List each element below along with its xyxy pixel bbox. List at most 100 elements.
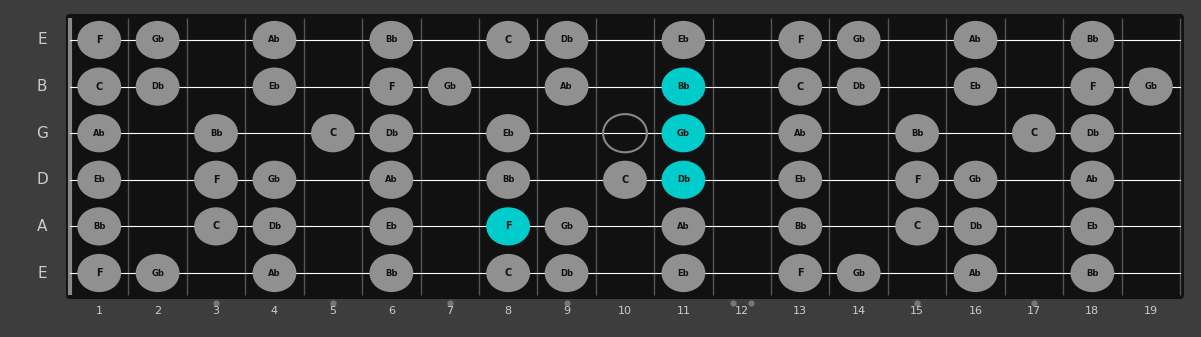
Ellipse shape xyxy=(662,207,705,246)
Text: Gb: Gb xyxy=(969,175,982,184)
Text: A: A xyxy=(37,219,47,234)
Text: C: C xyxy=(96,82,103,92)
Text: Eb: Eb xyxy=(94,175,104,184)
Text: Db: Db xyxy=(151,82,165,91)
Ellipse shape xyxy=(1070,114,1115,152)
Text: 10: 10 xyxy=(619,306,632,316)
Text: Gb: Gb xyxy=(853,269,865,277)
Text: Ab: Ab xyxy=(386,175,398,184)
Text: E: E xyxy=(37,32,47,48)
Text: Bb: Bb xyxy=(910,129,924,138)
Ellipse shape xyxy=(662,114,705,152)
Text: Gb: Gb xyxy=(268,175,281,184)
Text: Ab: Ab xyxy=(969,269,981,277)
Text: Gb: Gb xyxy=(853,35,865,44)
Ellipse shape xyxy=(428,67,472,106)
Ellipse shape xyxy=(136,254,179,292)
Text: 7: 7 xyxy=(447,306,453,316)
Ellipse shape xyxy=(778,161,823,199)
Text: F: F xyxy=(96,35,102,45)
Text: Bb: Bb xyxy=(386,269,398,277)
Ellipse shape xyxy=(136,21,179,59)
Text: 12: 12 xyxy=(735,306,749,316)
Text: Bb: Bb xyxy=(1086,35,1099,44)
Text: 9: 9 xyxy=(563,306,570,316)
Text: Gb: Gb xyxy=(677,129,689,138)
Ellipse shape xyxy=(778,207,823,246)
Ellipse shape xyxy=(895,161,939,199)
Text: Ab: Ab xyxy=(969,35,981,44)
Ellipse shape xyxy=(77,207,121,246)
Ellipse shape xyxy=(252,67,297,106)
Ellipse shape xyxy=(662,254,705,292)
Ellipse shape xyxy=(662,67,705,106)
Ellipse shape xyxy=(77,67,121,106)
Ellipse shape xyxy=(895,114,939,152)
Text: 13: 13 xyxy=(794,306,807,316)
Ellipse shape xyxy=(252,254,297,292)
Text: 19: 19 xyxy=(1143,306,1158,316)
Text: D: D xyxy=(36,172,48,187)
Text: Gb: Gb xyxy=(443,82,456,91)
Ellipse shape xyxy=(778,21,823,59)
Text: Db: Db xyxy=(677,175,689,184)
Text: Db: Db xyxy=(853,82,865,91)
Ellipse shape xyxy=(778,67,823,106)
Ellipse shape xyxy=(778,254,823,292)
Text: Eb: Eb xyxy=(386,222,398,231)
Text: Eb: Eb xyxy=(502,129,514,138)
Ellipse shape xyxy=(370,114,413,152)
Ellipse shape xyxy=(837,254,880,292)
Ellipse shape xyxy=(486,254,530,292)
Ellipse shape xyxy=(662,21,705,59)
Text: 8: 8 xyxy=(504,306,512,316)
Text: Bb: Bb xyxy=(92,222,106,231)
Text: Ab: Ab xyxy=(268,35,281,44)
Text: Bb: Bb xyxy=(794,222,806,231)
Text: Db: Db xyxy=(1086,129,1099,138)
Text: Bb: Bb xyxy=(677,82,689,91)
Text: Ab: Ab xyxy=(268,269,281,277)
Ellipse shape xyxy=(311,114,354,152)
Text: Bb: Bb xyxy=(386,35,398,44)
Text: 11: 11 xyxy=(676,306,691,316)
Ellipse shape xyxy=(370,254,413,292)
Text: Ab: Ab xyxy=(1086,175,1099,184)
Ellipse shape xyxy=(77,21,121,59)
Ellipse shape xyxy=(954,254,998,292)
Text: Ab: Ab xyxy=(794,129,807,138)
Text: 4: 4 xyxy=(271,306,279,316)
Text: Eb: Eb xyxy=(1087,222,1098,231)
Ellipse shape xyxy=(252,207,297,246)
Text: Eb: Eb xyxy=(269,82,280,91)
Text: Eb: Eb xyxy=(677,35,689,44)
Text: G: G xyxy=(36,126,48,141)
Ellipse shape xyxy=(77,254,121,292)
Ellipse shape xyxy=(1070,254,1115,292)
Text: Bb: Bb xyxy=(502,175,514,184)
Text: Db: Db xyxy=(560,35,573,44)
Ellipse shape xyxy=(1070,67,1115,106)
Text: C: C xyxy=(504,35,512,45)
Text: C: C xyxy=(213,221,220,232)
Text: C: C xyxy=(796,82,803,92)
Ellipse shape xyxy=(370,161,413,199)
Ellipse shape xyxy=(195,161,238,199)
Ellipse shape xyxy=(545,254,588,292)
Text: F: F xyxy=(213,175,220,185)
Text: Db: Db xyxy=(384,129,398,138)
Text: E: E xyxy=(37,266,47,280)
Text: Gb: Gb xyxy=(151,269,165,277)
Text: C: C xyxy=(1030,128,1038,138)
Text: C: C xyxy=(914,221,921,232)
Ellipse shape xyxy=(954,67,998,106)
Ellipse shape xyxy=(370,21,413,59)
Text: F: F xyxy=(1089,82,1095,92)
Ellipse shape xyxy=(370,207,413,246)
Ellipse shape xyxy=(1129,67,1172,106)
Ellipse shape xyxy=(545,207,588,246)
Ellipse shape xyxy=(486,207,530,246)
Ellipse shape xyxy=(545,67,588,106)
Ellipse shape xyxy=(195,114,238,152)
Text: 18: 18 xyxy=(1086,306,1099,316)
